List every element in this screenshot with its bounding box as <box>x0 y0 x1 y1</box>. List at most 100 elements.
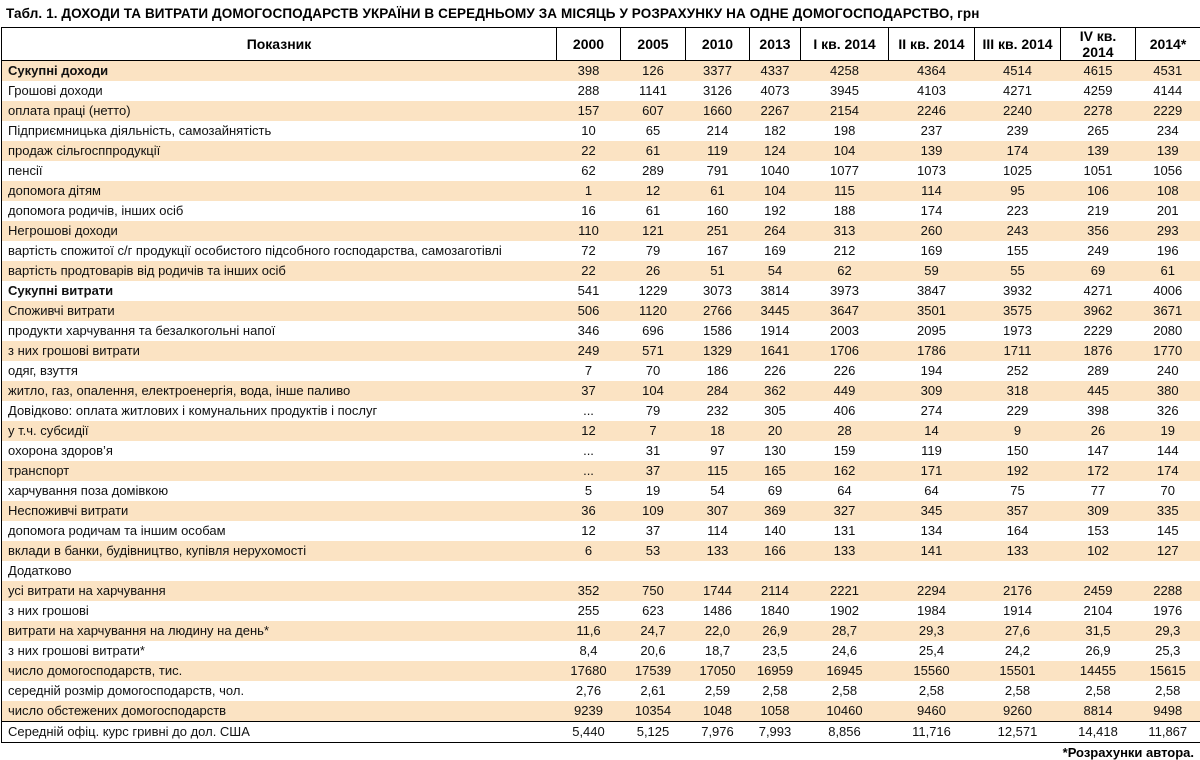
cell-value: 104 <box>621 381 686 401</box>
cell-value: 4271 <box>1061 281 1136 301</box>
cell-value: 51 <box>686 261 750 281</box>
cell-value: 8814 <box>1061 701 1136 722</box>
cell-value: 1660 <box>686 101 750 121</box>
cell-value: 130 <box>750 441 801 461</box>
row-label: Грошові доходи <box>2 81 557 101</box>
cell-value: 169 <box>750 241 801 261</box>
cell-value: 237 <box>889 121 975 141</box>
cell-value: 232 <box>686 401 750 421</box>
cell-value: 15560 <box>889 661 975 681</box>
cell-value: 4615 <box>1061 61 1136 82</box>
cell-value: 335 <box>1136 501 1200 521</box>
cell-value: 289 <box>1061 361 1136 381</box>
cell-value: 14455 <box>1061 661 1136 681</box>
cell-value: 3671 <box>1136 301 1200 321</box>
cell-value: 541 <box>557 281 621 301</box>
cell-value: 696 <box>621 321 686 341</box>
cell-value: 293 <box>1136 221 1200 241</box>
cell-value: 115 <box>801 181 889 201</box>
header-q2-2014: II кв. 2014 <box>889 28 975 61</box>
cell-value: 64 <box>801 481 889 501</box>
header-2013: 2013 <box>750 28 801 61</box>
cell-value: 10 <box>557 121 621 141</box>
cell-value: 2,61 <box>621 681 686 701</box>
cell-value: 16 <box>557 201 621 221</box>
cell-value: 260 <box>889 221 975 241</box>
cell-value: 346 <box>557 321 621 341</box>
cell-value: 144 <box>1136 441 1200 461</box>
cell-value: 2,59 <box>686 681 750 701</box>
row-label: з них грошові витрати* <box>2 641 557 661</box>
cell-value: 2766 <box>686 301 750 321</box>
cell-value: 201 <box>1136 201 1200 221</box>
cell-value: 160 <box>686 201 750 221</box>
cell-value: 157 <box>557 101 621 121</box>
cell-value: 194 <box>889 361 975 381</box>
row-label: допомога родичів, інших осіб <box>2 201 557 221</box>
header-q4-2014: IV кв. 2014 <box>1061 28 1136 61</box>
cell-value: 345 <box>889 501 975 521</box>
cell-value: 145 <box>1136 521 1200 541</box>
cell-value: 22 <box>557 261 621 281</box>
cell-value: 252 <box>975 361 1061 381</box>
cell-value: 4073 <box>750 81 801 101</box>
table-row: середній розмір домогосподарств, чол.2,7… <box>2 681 1200 701</box>
cell-value: 22,0 <box>686 621 750 641</box>
cell-value: 5,125 <box>621 722 686 743</box>
cell-value: 3973 <box>801 281 889 301</box>
cell-value: 307 <box>686 501 750 521</box>
cell-value: 61 <box>621 201 686 221</box>
cell-value: 36 <box>557 501 621 521</box>
row-label: Довідково: оплата житлових і комунальних… <box>2 401 557 421</box>
cell-value: 147 <box>1061 441 1136 461</box>
cell-value: 1073 <box>889 161 975 181</box>
row-label: середній розмір домогосподарств, чол. <box>2 681 557 701</box>
cell-value: 61 <box>686 181 750 201</box>
cell-value: 274 <box>889 401 975 421</box>
cell-value: 212 <box>801 241 889 261</box>
cell-value <box>750 561 801 581</box>
cell-value: 110 <box>557 221 621 241</box>
cell-value: 121 <box>621 221 686 241</box>
cell-value: 2,58 <box>1061 681 1136 701</box>
cell-value: 1840 <box>750 601 801 621</box>
cell-value: 1 <box>557 181 621 201</box>
cell-value: 166 <box>750 541 801 561</box>
header-q1-2014: I кв. 2014 <box>801 28 889 61</box>
table-row: вартість продтоварів від родичів та інши… <box>2 261 1200 281</box>
cell-value: 172 <box>1061 461 1136 481</box>
cell-value: 70 <box>1136 481 1200 501</box>
row-label: житло, газ, опалення, електроенергія, во… <box>2 381 557 401</box>
cell-value: 1486 <box>686 601 750 621</box>
cell-value: 70 <box>621 361 686 381</box>
cell-value: 9260 <box>975 701 1061 722</box>
cell-value: 4006 <box>1136 281 1200 301</box>
cell-value: 2095 <box>889 321 975 341</box>
cell-value <box>889 561 975 581</box>
cell-value: 1876 <box>1061 341 1136 361</box>
cell-value: 398 <box>1061 401 1136 421</box>
cell-value: 174 <box>975 141 1061 161</box>
cell-value: 1973 <box>975 321 1061 341</box>
row-label: Негрошові доходи <box>2 221 557 241</box>
header-2000: 2000 <box>557 28 621 61</box>
cell-value: 1025 <box>975 161 1061 181</box>
cell-value: 27,6 <box>975 621 1061 641</box>
row-label: допомога родичам та іншим особам <box>2 521 557 541</box>
cell-value: 1706 <box>801 341 889 361</box>
cell-value: 174 <box>889 201 975 221</box>
row-label: у т.ч. субсидії <box>2 421 557 441</box>
cell-value: 55 <box>975 261 1061 281</box>
cell-value: 223 <box>975 201 1061 221</box>
cell-value: 37 <box>621 461 686 481</box>
cell-value: 313 <box>801 221 889 241</box>
header-row: Показник 2000 2005 2010 2013 I кв. 2014 … <box>2 28 1200 61</box>
